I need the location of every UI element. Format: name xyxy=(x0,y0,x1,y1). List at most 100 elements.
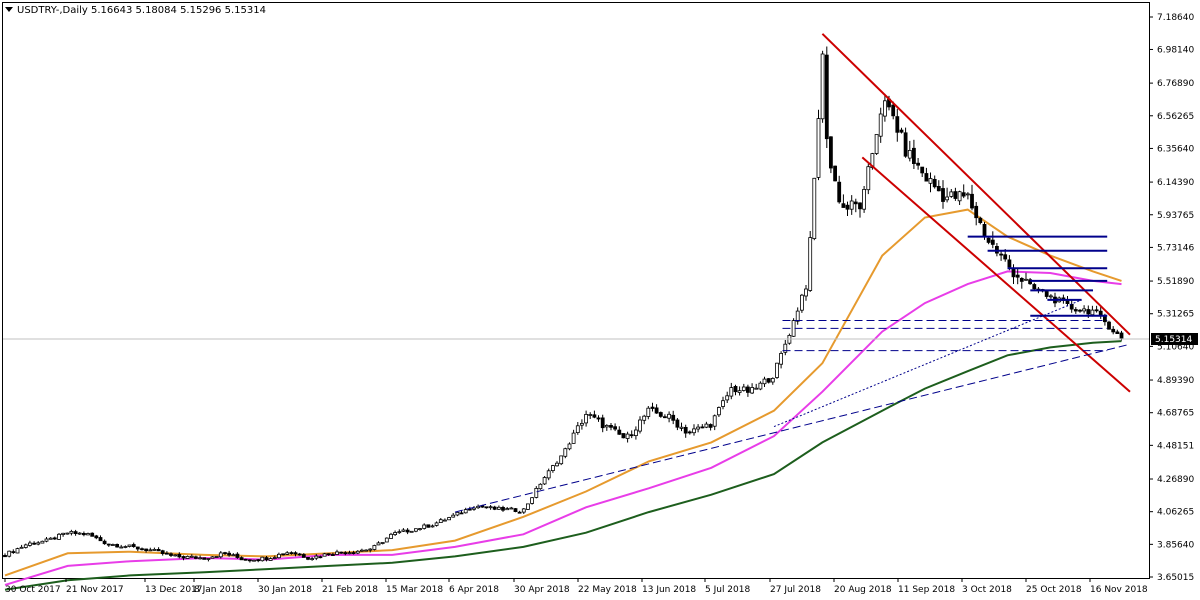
candle-body xyxy=(829,136,833,169)
candle-body xyxy=(330,554,335,556)
y-tick-label: 6.98140 xyxy=(1157,45,1194,55)
candle-body xyxy=(492,506,497,510)
candle-body xyxy=(671,414,676,421)
candle-body xyxy=(575,425,580,433)
candle-body xyxy=(708,424,713,428)
candle-body xyxy=(978,217,983,223)
candle-body xyxy=(849,200,854,210)
candle-body xyxy=(347,552,352,555)
candle-body xyxy=(243,558,248,561)
candle-body xyxy=(272,557,277,559)
candle-body xyxy=(268,558,273,561)
candle-body xyxy=(86,533,90,536)
candle-body xyxy=(1090,309,1095,316)
candle-body xyxy=(48,537,53,540)
candle-body xyxy=(945,196,949,201)
x-tick-label: 13 Jun 2018 xyxy=(642,585,696,595)
candle-body xyxy=(7,550,12,557)
candle-body xyxy=(384,537,389,543)
candle-body xyxy=(642,415,647,421)
candle-body xyxy=(1003,254,1008,260)
candle-body xyxy=(1032,284,1037,290)
candle-body xyxy=(696,426,700,430)
candle-body xyxy=(455,512,460,516)
candle-body xyxy=(563,448,568,457)
candle-body xyxy=(1019,277,1024,282)
candle-body xyxy=(430,525,435,528)
candle-body xyxy=(949,191,954,197)
candle-body xyxy=(812,177,817,240)
candle-body xyxy=(115,544,119,548)
candle-body xyxy=(936,185,941,192)
candle-body xyxy=(816,118,821,178)
candle-body xyxy=(339,551,344,554)
trend-line-3 xyxy=(454,343,1131,513)
y-tick-label: 6.56265 xyxy=(1157,112,1194,122)
x-tick-label: 20 Aug 2018 xyxy=(834,585,892,595)
candle-body xyxy=(932,178,937,188)
candle-body xyxy=(177,554,182,558)
candle-body xyxy=(841,203,846,208)
candle-body xyxy=(181,556,186,559)
candle-body xyxy=(966,193,970,196)
candle-body xyxy=(1082,308,1086,312)
candle-body xyxy=(907,149,912,159)
candle-body xyxy=(152,549,157,551)
candle-body xyxy=(306,557,310,560)
candle-body xyxy=(3,555,7,558)
candle-body xyxy=(1049,295,1053,298)
candle-body xyxy=(227,552,232,556)
candle-body xyxy=(621,433,626,439)
candle-body xyxy=(700,426,705,429)
candle-body xyxy=(193,556,198,559)
candle-body xyxy=(957,191,962,202)
candle-body xyxy=(903,132,908,157)
candle-body xyxy=(501,506,505,511)
candle-body xyxy=(351,552,356,554)
candle-body xyxy=(260,556,265,562)
candle-body xyxy=(32,542,36,545)
candle-body xyxy=(310,558,315,560)
candle-body xyxy=(795,310,800,322)
candle-body xyxy=(895,116,900,133)
candle-body xyxy=(870,153,875,169)
candle-body xyxy=(322,553,327,557)
ohlc-header: 5.16643 5.18084 5.15296 5.15314 xyxy=(91,5,266,16)
y-tick-label: 6.14390 xyxy=(1157,178,1194,188)
candle-body xyxy=(223,552,227,554)
y-tick-label: 5.31265 xyxy=(1157,310,1194,320)
candle-body xyxy=(604,424,609,428)
collapse-triangle-icon[interactable] xyxy=(5,7,13,12)
candle-body xyxy=(692,428,696,434)
y-tick-label: 4.48151 xyxy=(1157,441,1194,451)
candle-body xyxy=(285,552,290,555)
candle-body xyxy=(447,517,452,521)
candle-body xyxy=(629,434,634,437)
candle-body xyxy=(77,532,82,535)
candle-body xyxy=(160,550,165,555)
axes-layer: 3.65015 3.85640 4.06265 4.26890 4.48151 4.687… xyxy=(4,13,1198,595)
candle-body xyxy=(488,506,493,509)
candle-body xyxy=(924,173,929,182)
candle-body xyxy=(1119,332,1124,339)
x-tick-label: 25 Oct 2018 xyxy=(1026,585,1082,595)
candle-body xyxy=(995,245,999,254)
candle-body xyxy=(800,294,804,311)
candle-body xyxy=(256,559,261,562)
candle-body xyxy=(783,343,788,353)
candle-body xyxy=(941,188,945,202)
candle-body xyxy=(1086,309,1091,315)
y-tick-label: 4.06265 xyxy=(1157,508,1194,518)
candle-body xyxy=(555,462,559,467)
candle-body xyxy=(766,378,771,383)
candle-body xyxy=(638,419,642,432)
candle-body xyxy=(434,522,439,526)
candle-body xyxy=(667,413,671,419)
candle-body xyxy=(442,519,447,522)
candle-body xyxy=(239,557,244,561)
candle-body xyxy=(380,542,385,544)
x-tick-label: 13 Dec 2017 xyxy=(145,585,203,595)
candle-body xyxy=(27,542,32,546)
